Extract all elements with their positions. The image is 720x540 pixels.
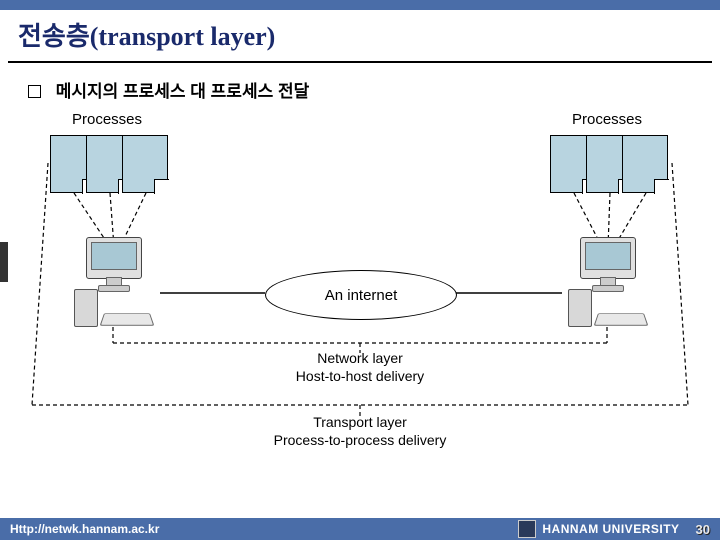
processes-label-left: Processes xyxy=(72,111,142,128)
university-logo-icon xyxy=(518,520,536,538)
transport-layer-line2: Process-to-process delivery xyxy=(274,432,447,448)
tower-icon xyxy=(74,289,98,327)
computer-left xyxy=(68,237,158,327)
processes-label-right: Processes xyxy=(572,111,642,128)
monitor-icon xyxy=(86,237,142,279)
network-layer-line2: Host-to-host delivery xyxy=(296,368,424,384)
bullet-text: 메시지의 프로세스 대 프로세스 전달 xyxy=(56,82,310,101)
process-box xyxy=(122,135,168,193)
title-text: 전송층(transport layer) xyxy=(18,22,275,51)
network-layer-label: Network layer Host-to-host delivery xyxy=(260,349,460,385)
network-layer-line1: Network layer xyxy=(317,350,403,366)
keyboard-icon xyxy=(594,313,649,325)
footer-bar: Http://netwk.hannam.ac.kr HANNAM UNIVERS… xyxy=(0,518,720,540)
top-bar xyxy=(0,0,720,10)
transport-layer-line1: Transport layer xyxy=(313,414,407,430)
internet-oval: An internet xyxy=(265,270,457,320)
footer-right: HANNAM UNIVERSITY 30 xyxy=(518,520,720,538)
footer-url: Http://netwk.hannam.ac.kr xyxy=(0,522,518,536)
university-name: HANNAM UNIVERSITY xyxy=(542,522,679,536)
computer-right xyxy=(562,237,652,327)
bullet-square-icon xyxy=(28,85,41,98)
transport-layer-label: Transport layer Process-to-process deliv… xyxy=(260,413,460,449)
internet-label: An internet xyxy=(325,287,398,304)
monitor-icon xyxy=(580,237,636,279)
process-box xyxy=(622,135,668,193)
keyboard-icon xyxy=(100,313,155,325)
page-number: 30 xyxy=(696,522,710,537)
monitor-base xyxy=(592,285,624,292)
transport-diagram: Processes Processes An internet Network … xyxy=(10,105,710,475)
monitor-base xyxy=(98,285,130,292)
bullet-row: 메시지의 프로세스 대 프로세스 전달 xyxy=(0,63,720,108)
left-edge-tab xyxy=(0,242,8,282)
tower-icon xyxy=(568,289,592,327)
slide-title: 전송층(transport layer) xyxy=(8,10,712,63)
